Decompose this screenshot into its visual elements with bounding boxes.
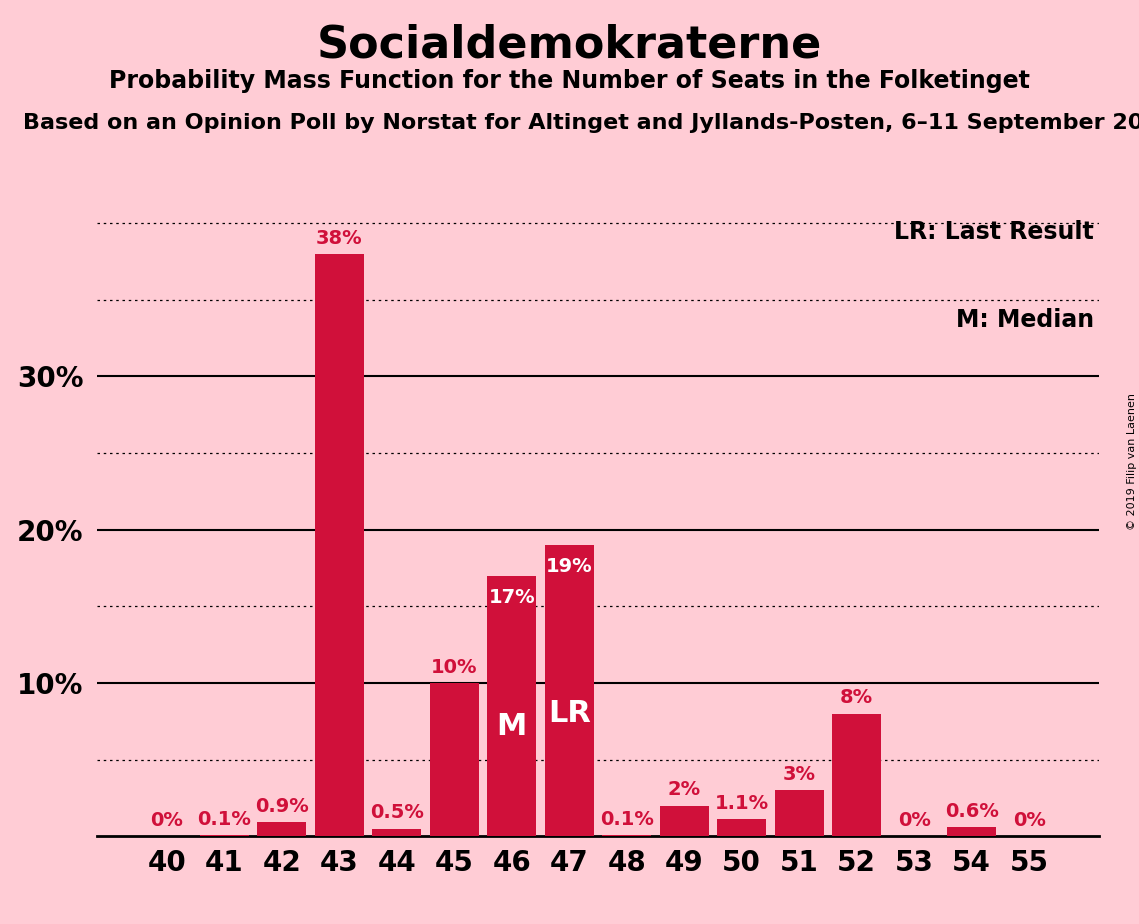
Text: 0%: 0% [898,811,931,830]
Text: 8%: 8% [841,688,874,708]
Text: 0.1%: 0.1% [197,809,252,829]
Text: 0.9%: 0.9% [255,797,309,816]
Text: LR: Last Result: LR: Last Result [894,221,1095,245]
Bar [833,713,882,836]
Text: 0%: 0% [150,811,183,830]
Bar [948,827,997,836]
Text: 0%: 0% [1013,811,1046,830]
Bar [603,834,652,836]
Text: Probability Mass Function for the Number of Seats in the Folketinget: Probability Mass Function for the Number… [109,69,1030,93]
Text: 3%: 3% [782,765,816,784]
Text: © 2019 Filip van Laenen: © 2019 Filip van Laenen [1126,394,1137,530]
Text: 19%: 19% [546,557,592,577]
Text: M: Median: M: Median [956,309,1095,333]
Bar [775,790,823,836]
Text: 0.1%: 0.1% [600,809,654,829]
Bar [314,254,363,836]
Text: M: M [497,712,527,741]
Text: LR: LR [548,699,591,728]
Text: 0.5%: 0.5% [370,804,424,822]
Bar [199,834,248,836]
Text: 0.6%: 0.6% [944,802,999,821]
Bar [487,576,536,836]
Text: 2%: 2% [667,781,700,799]
Text: Based on an Opinion Poll by Norstat for Altinget and Jyllands-Posten, 6–11 Septe: Based on an Opinion Poll by Norstat for … [23,113,1139,133]
Text: 10%: 10% [431,658,477,677]
Text: 38%: 38% [316,229,362,248]
Text: 1.1%: 1.1% [714,795,769,813]
Bar [659,806,708,836]
Bar [257,822,306,836]
Bar [718,820,767,836]
Bar [429,683,478,836]
Bar [544,545,593,836]
Text: 17%: 17% [489,588,535,607]
Bar [372,829,421,836]
Text: Socialdemokraterne: Socialdemokraterne [317,23,822,67]
